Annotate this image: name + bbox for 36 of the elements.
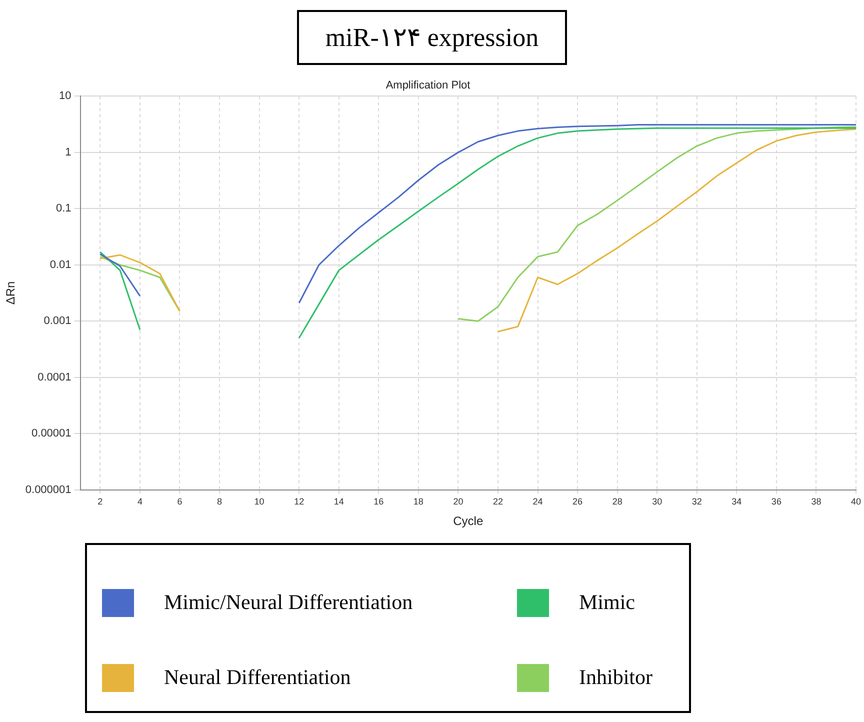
- x-tick-label: 26: [572, 496, 583, 507]
- y-tick-label: 0.1: [56, 202, 72, 215]
- x-tick-label: 6: [177, 496, 182, 507]
- x-tick-label: 28: [612, 496, 622, 507]
- x-tick-label: 40: [850, 496, 861, 507]
- legend-label: Inhibitor: [579, 665, 652, 690]
- x-tick-label: 24: [532, 496, 543, 507]
- y-tick-label: 0.001: [44, 315, 72, 328]
- chart-subtitle: Amplification Plot: [386, 80, 470, 92]
- y-tick-label: 10: [59, 90, 72, 102]
- x-tick-label: 8: [217, 496, 222, 507]
- chart-title: miR-۱۲۴ expression: [297, 10, 567, 65]
- x-tick-label: 4: [137, 496, 142, 507]
- legend-label: Neural Differentiation: [164, 665, 351, 690]
- x-tick-label: 36: [771, 496, 782, 507]
- legend-label: Mimic: [579, 590, 635, 615]
- y-tick-label: 0.01: [50, 258, 72, 271]
- x-tick-label: 32: [692, 496, 702, 507]
- x-tick-label: 38: [811, 496, 822, 507]
- x-tick-label: 34: [732, 496, 742, 507]
- x-tick-label: 18: [413, 496, 424, 507]
- x-tick-label: 22: [492, 496, 503, 507]
- x-tick-label: 12: [294, 496, 304, 507]
- y-tick-label: 1: [65, 146, 72, 158]
- y-tick-label: 0.000001: [25, 484, 72, 496]
- x-axis-title: Cycle: [453, 514, 484, 528]
- x-tick-label: 14: [334, 496, 344, 507]
- x-tick-label: 10: [254, 496, 264, 507]
- y-tick-label: 0.0001: [38, 371, 72, 384]
- y-axis-title: ΔRn: [4, 281, 18, 305]
- y-tick-label: 0.00001: [32, 428, 72, 440]
- x-tick-label: 16: [374, 496, 384, 507]
- x-tick-label: 30: [652, 496, 662, 507]
- x-tick-label: 20: [453, 496, 464, 507]
- x-tick-label: 2: [98, 496, 103, 507]
- legend-label: Mimic/Neural Differentiation: [164, 590, 413, 615]
